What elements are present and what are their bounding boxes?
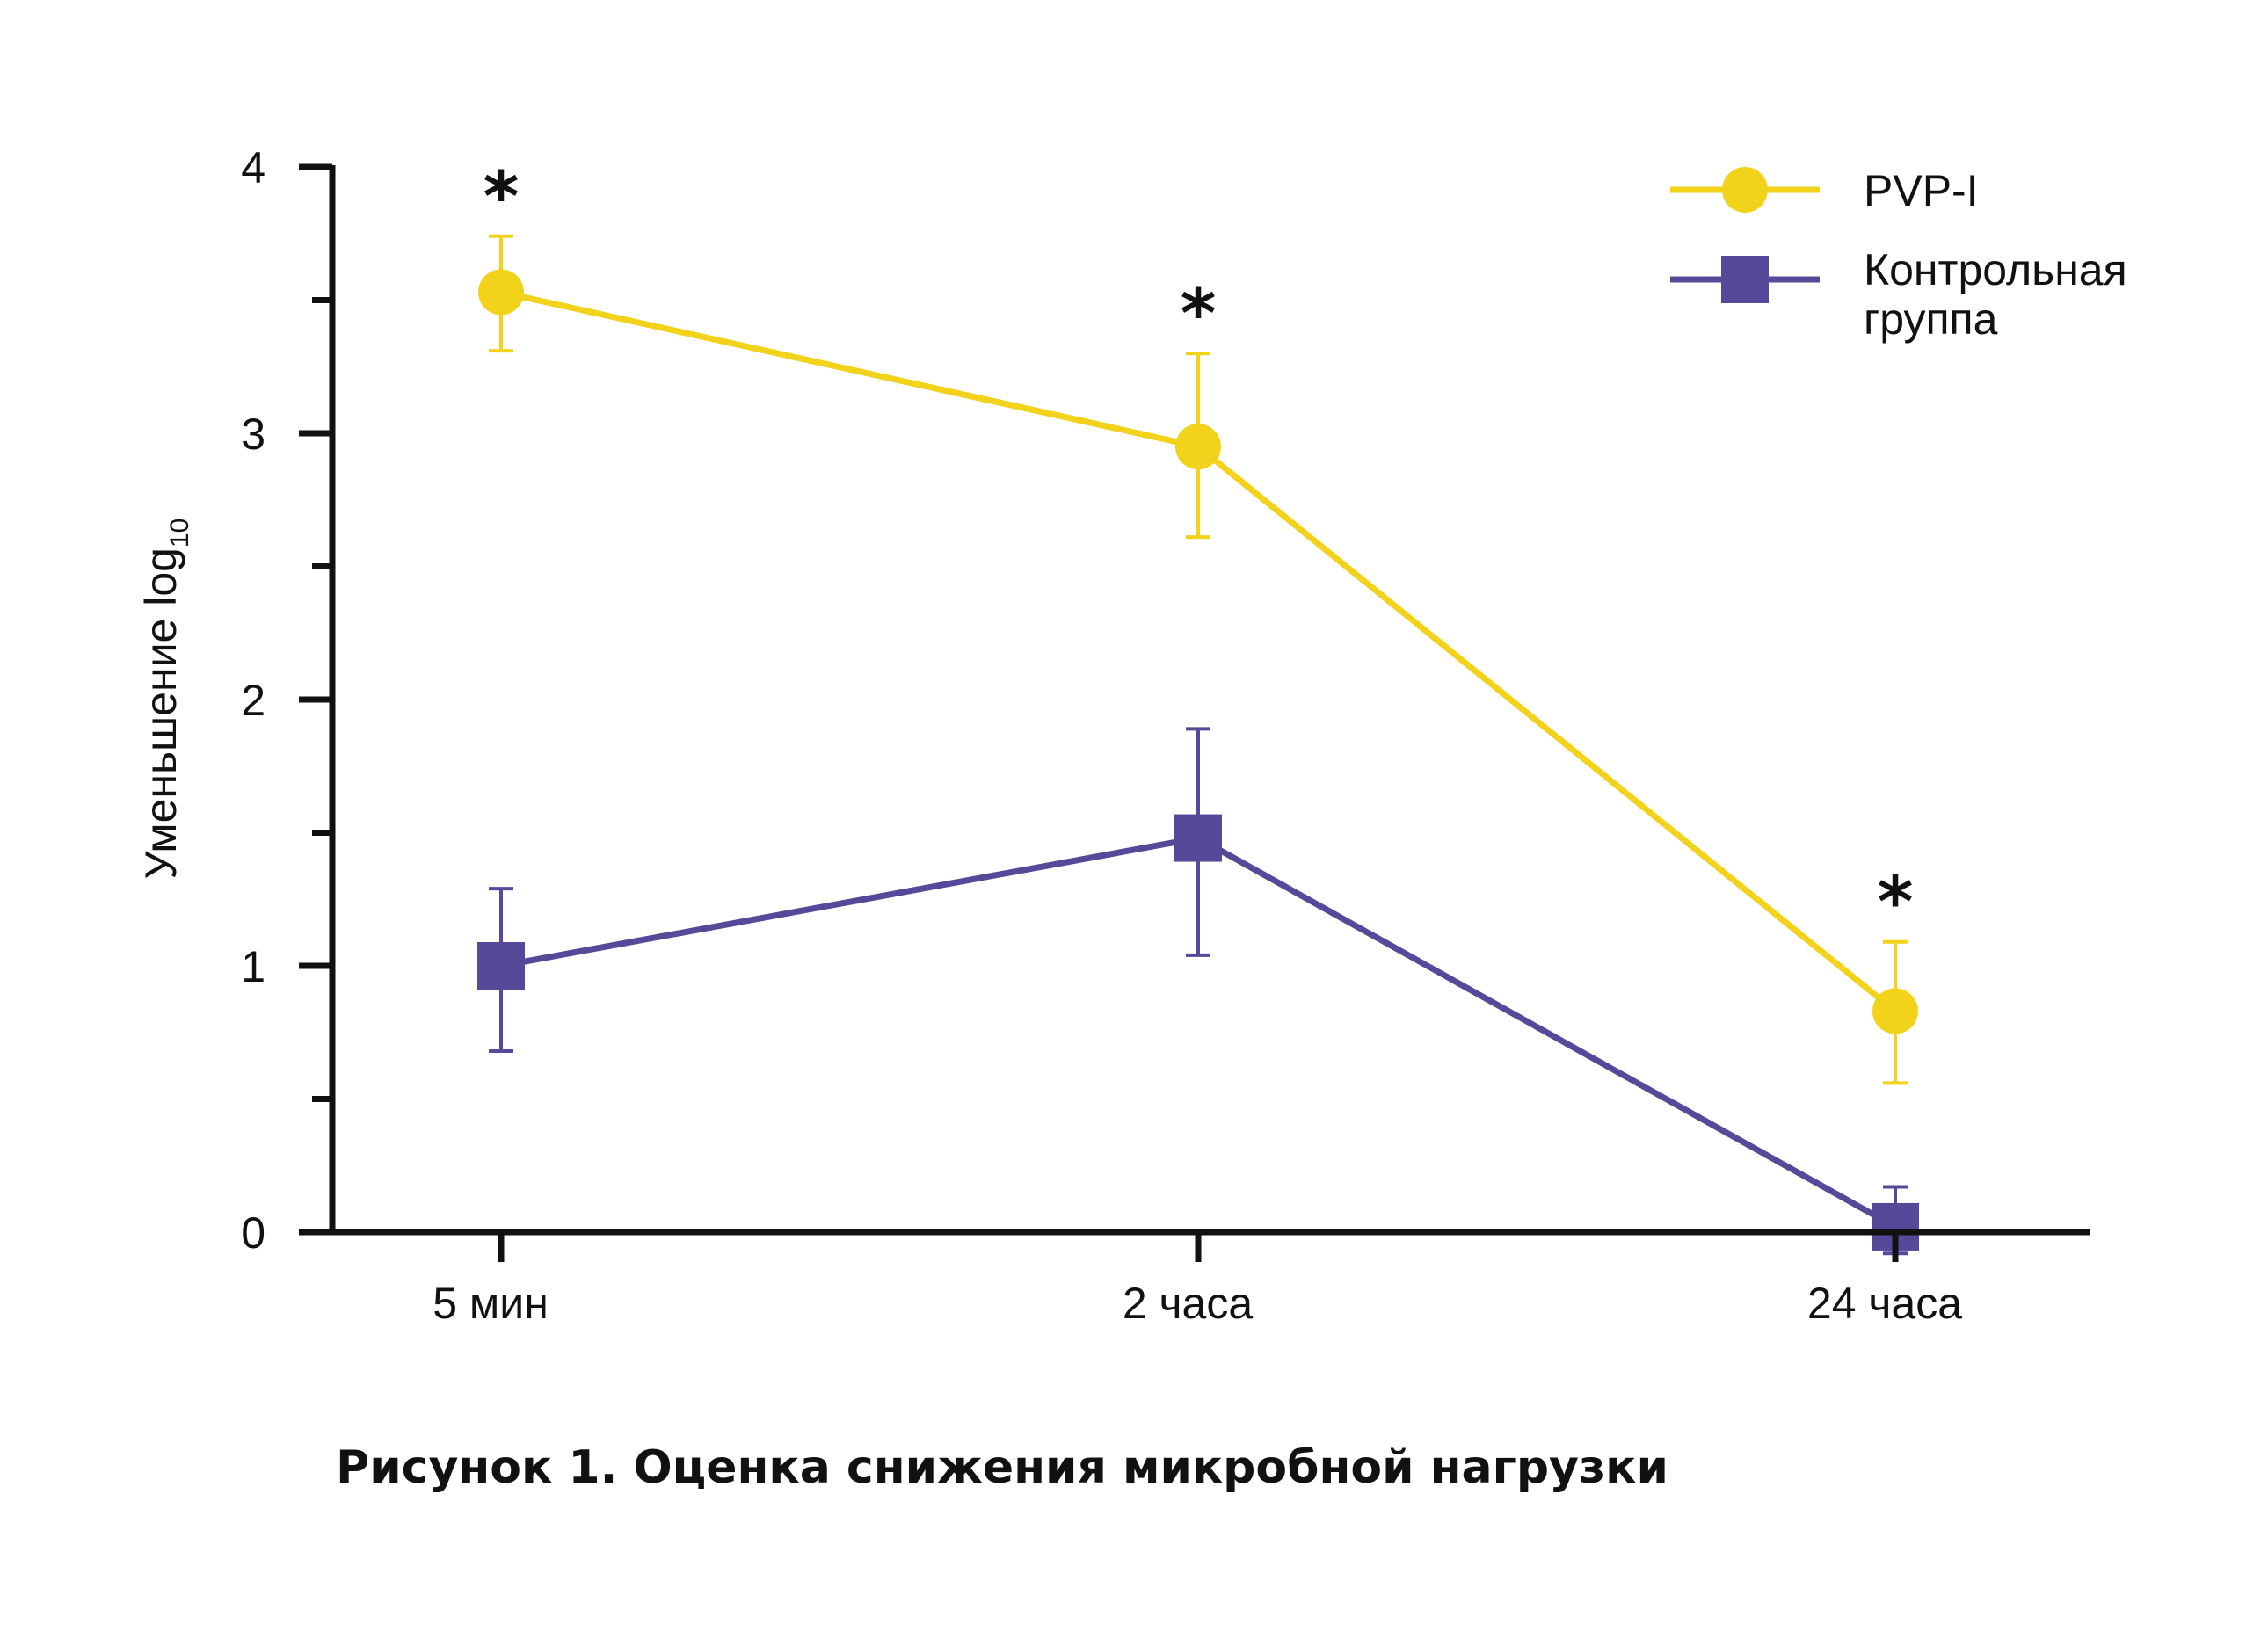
data-point xyxy=(1872,988,1918,1034)
legend: PVP-I Контрольная группа xyxy=(1670,166,2140,344)
y-axis-title-main: Уменьшение log xyxy=(136,548,185,879)
y-tick-label: 1 xyxy=(241,942,265,991)
legend-item-pvp-i: PVP-I xyxy=(1670,166,1979,215)
y-tick-label: 2 xyxy=(241,676,265,725)
data-point xyxy=(1175,424,1221,470)
y-axis-title-text: Уменьшение log10 xyxy=(136,519,194,880)
figure-caption: Рисунок 1. Оценка снижения микробной наг… xyxy=(336,1441,1668,1494)
data-point xyxy=(1174,814,1222,862)
x-tick-label: 2 часа xyxy=(1123,1279,1254,1328)
legend-label-control-line2: группа xyxy=(1864,294,1998,344)
y-axis-title-subscript: 10 xyxy=(165,519,194,548)
data-point xyxy=(478,269,524,316)
legend-marker-control xyxy=(1721,256,1769,303)
ticks: 0 1 2 3 4 5 мин 2 часа 24 часа xyxy=(241,143,1962,1328)
y-tick-label: 0 xyxy=(241,1208,265,1258)
y-axis-title: Уменьшение log10 xyxy=(136,519,194,880)
legend-label-control: Контрольная группа xyxy=(1864,245,2140,344)
significance-mark: * xyxy=(1878,864,1914,943)
data-point xyxy=(477,942,525,990)
x-tick-label: 24 часа xyxy=(1807,1279,1962,1328)
legend-label-pvp-i: PVP-I xyxy=(1864,166,1979,215)
legend-marker-pvp-i xyxy=(1722,167,1768,213)
legend-label-control-line1: Контрольная xyxy=(1864,245,2127,294)
series-control xyxy=(477,727,1919,1256)
series-pvp-i: * * * xyxy=(478,158,1918,1085)
y-tick-label: 4 xyxy=(241,143,265,192)
x-tick-label: 5 мин xyxy=(433,1279,549,1328)
series-layer: * * * xyxy=(477,158,1919,1256)
legend-item-control: Контрольная группа xyxy=(1670,245,2140,344)
significance-mark: * xyxy=(1181,275,1217,354)
y-tick-label: 3 xyxy=(241,410,265,459)
significance-mark: * xyxy=(483,158,520,237)
